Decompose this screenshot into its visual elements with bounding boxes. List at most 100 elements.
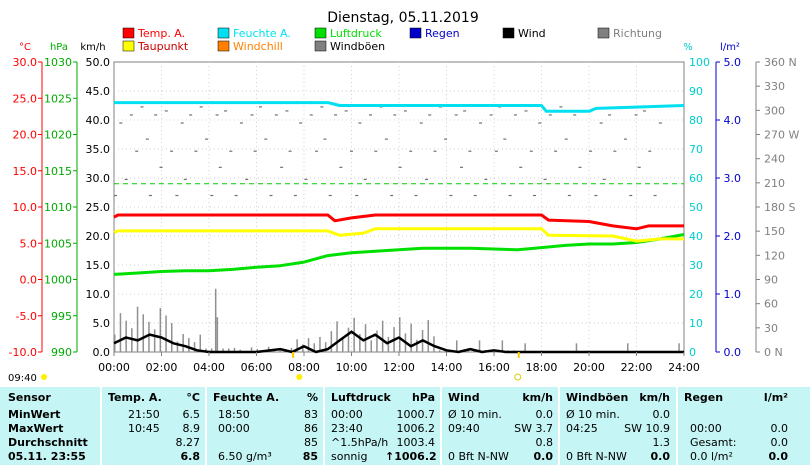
stats-row-label: MinWert [8, 408, 61, 421]
header-hum-unit: % [306, 391, 318, 404]
stats-cell-gust-val: 0.0 [650, 450, 671, 463]
x-tick-label: 00:00 [98, 361, 130, 374]
direction-dot [594, 194, 598, 197]
direction-dot [403, 110, 407, 112]
wind-tick-label: 20.0 [86, 230, 111, 243]
stats-cell-rain-time: 00:00 [690, 422, 722, 435]
series-line-taupunkt [113, 227, 684, 243]
direction-dot [393, 114, 397, 116]
stats-cell-rain-val: 0.0 [770, 422, 789, 435]
direction-dot [215, 114, 219, 116]
direction-dot [634, 114, 638, 116]
direction-dot [253, 150, 257, 152]
gust-bar [228, 348, 230, 352]
gust-bar [387, 336, 390, 352]
gust-bar [376, 330, 378, 352]
gust-bar [256, 349, 258, 352]
axis-unit-label: °C [19, 42, 31, 53]
pressure-tick-label: 1000 [44, 274, 72, 287]
humidity-tick-label: 90 [689, 85, 703, 98]
legend-swatch [597, 27, 610, 39]
direction-dot [398, 166, 402, 168]
gust-bar [233, 347, 236, 352]
header-temp-unit: °C [186, 391, 200, 404]
direction-dot [189, 114, 193, 116]
direction-dot [368, 114, 372, 116]
wind-tick-label: 40.0 [86, 114, 111, 127]
direction-dot [299, 122, 303, 124]
gust-bar [501, 340, 504, 352]
direction-dot [532, 194, 536, 197]
gust-bar [381, 320, 384, 352]
direction-dot [183, 178, 187, 181]
direction-dot [489, 114, 493, 116]
stats-cell-wind-val: 0.0 [535, 408, 554, 421]
header-gust: Windböen [566, 391, 629, 404]
stats-cell-gust-time: 0 Bft N-NW [566, 450, 627, 463]
direction-tick-label: 120 [764, 249, 785, 262]
direction-dot [285, 110, 289, 112]
direction-dot [449, 194, 453, 197]
wind-tick-label: 15.0 [86, 259, 111, 272]
direction-dot [658, 122, 662, 124]
stats-cell-hum-val: 86 [304, 422, 318, 435]
direction-dot [479, 122, 483, 124]
temp-tick-label: 30.0 [13, 56, 38, 69]
direction-dot [288, 150, 292, 152]
x-tick-label: 12:00 [383, 361, 415, 374]
stats-cell-hum-val: 85 [302, 450, 318, 463]
pressure-tick-label: 1005 [44, 237, 72, 250]
axis-unit-label: % [683, 42, 693, 53]
rain-tick-label: 3.0 [724, 172, 742, 185]
stats-cell-temp-val: 8.9 [182, 422, 201, 435]
direction-dot [564, 138, 568, 140]
gust-bar [188, 338, 190, 352]
gust-bar [410, 323, 412, 352]
legend-swatch [409, 27, 422, 39]
direction-dot [180, 122, 184, 124]
stats-row-label: Durchschnitt [8, 436, 88, 449]
series-line-luftdruck [113, 233, 685, 276]
direction-dot [648, 150, 652, 152]
series-line-temp-a- [113, 213, 684, 231]
stats-cell-rain-time: 0.0 l/m² [690, 450, 733, 463]
stats-cell-press-val: 1003.4 [396, 436, 436, 449]
direction-dot [309, 114, 313, 116]
header-press: Luftdruck [331, 391, 391, 404]
humidity-tick-label: 100 [689, 56, 710, 69]
sunrise-marker [292, 352, 295, 358]
legend-swatch [122, 27, 135, 39]
direction-dot [349, 150, 353, 152]
chart-legend: Temp. A. Feuchte A. Luftdruck Regen Wind Rich… [122, 27, 662, 53]
header-rain: Regen [684, 391, 724, 404]
stats-row-label: MaxWert [8, 422, 64, 435]
wind-tick-label: 25.0 [86, 201, 111, 214]
direction-dot [524, 110, 528, 112]
gust-bar [627, 343, 629, 352]
direction-tick-label: 180 S [764, 201, 795, 214]
rain-tick-label: 4.0 [724, 114, 742, 127]
direction-dot [218, 166, 222, 168]
stats-cell-press-val: 1000.7 [396, 408, 436, 421]
gust-bar [199, 334, 201, 352]
gust-bar [399, 317, 401, 352]
direction-dot [264, 138, 268, 140]
sun-icon [41, 374, 47, 380]
axis-unit-label: hPa [50, 42, 68, 53]
pressure-tick-label: 1025 [44, 92, 72, 105]
header-wind: Wind [448, 391, 480, 404]
legend-label: Richtung [613, 27, 662, 40]
direction-dot [258, 106, 262, 108]
gust-bar [279, 350, 281, 352]
gust-bar [119, 313, 122, 352]
divider [676, 387, 678, 465]
direction-dot [234, 194, 238, 197]
wind-tick-label: 45.0 [86, 85, 111, 98]
direction-dot [543, 178, 547, 181]
stats-cell-gust-time: Ø 10 min. [566, 408, 620, 421]
direction-dot [124, 178, 128, 181]
temp-tick-label: 25.0 [13, 92, 38, 105]
gust-bar [324, 342, 327, 352]
direction-tick-label: 300 [764, 104, 785, 117]
gust-bar [313, 343, 315, 352]
